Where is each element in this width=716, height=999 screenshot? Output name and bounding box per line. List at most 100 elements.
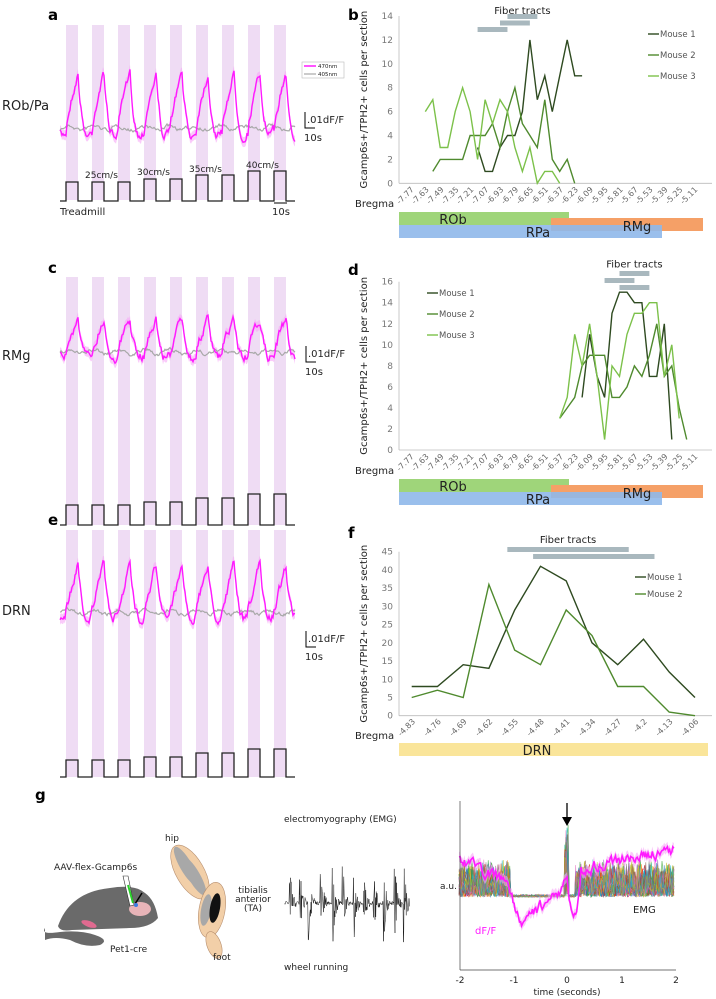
stimulus-shade-a bbox=[196, 25, 208, 200]
region-label-rpa: RPa bbox=[526, 493, 550, 508]
fiber-tract-bar bbox=[507, 547, 629, 552]
y-tick-label: 8 bbox=[387, 362, 393, 372]
trace-405nm-c bbox=[59, 346, 296, 357]
x-tick-label: -4.76 bbox=[422, 717, 443, 738]
eta-xtick: 1 bbox=[619, 976, 625, 986]
fiber-tract-bar bbox=[477, 27, 508, 32]
region-label-rmg: RMg bbox=[623, 487, 652, 502]
trace-405nm-a bbox=[59, 122, 296, 133]
x-tick-label: -4.41 bbox=[551, 717, 572, 738]
x-tick-label: -4.34 bbox=[576, 717, 597, 738]
stimulus-shade-c bbox=[274, 277, 286, 525]
scale-x-e: 10s bbox=[305, 652, 323, 663]
panel-label-g: g bbox=[35, 786, 46, 804]
stimulus-shade-c bbox=[66, 277, 78, 525]
eta-xtick: -2 bbox=[456, 976, 465, 986]
x-tick-label: -4.27 bbox=[602, 717, 623, 738]
stimulus-shade-e bbox=[118, 530, 130, 777]
fiber-tract-bar bbox=[507, 14, 538, 19]
stimulus-shade-a bbox=[92, 25, 104, 200]
stimulus-shade-a bbox=[170, 25, 182, 200]
legend-label-mouse-2: Mouse 2 bbox=[660, 51, 696, 61]
muscle-label-3: (TA) bbox=[244, 904, 262, 914]
fiber-tracts-label: Fiber tracts bbox=[606, 260, 662, 271]
trace-470nm-e bbox=[59, 558, 296, 626]
series-line-mouse-2 bbox=[432, 84, 576, 184]
series-line-mouse-1 bbox=[411, 565, 696, 698]
panel-label-e: e bbox=[48, 511, 58, 529]
mouse-line-label: Pet1-cre bbox=[110, 945, 148, 955]
stimulus-shade-e bbox=[144, 530, 156, 777]
legend-a: 470nm 405nm bbox=[301, 61, 345, 79]
stimulus-shade-c bbox=[222, 277, 234, 525]
stimulus-shade-e bbox=[170, 530, 182, 777]
legend-label-mouse-1: Mouse 1 bbox=[439, 289, 475, 299]
legend-405-label: 405nm bbox=[318, 72, 337, 78]
y-tick-label: 14 bbox=[382, 299, 394, 309]
stimulus-shade-e bbox=[274, 530, 286, 777]
stimulus-shade-c bbox=[118, 277, 130, 525]
x-tick-label: -4.2 bbox=[631, 717, 648, 734]
region-label-c: RMg bbox=[2, 349, 31, 364]
eta-yaxis-label: a.u. bbox=[440, 882, 457, 892]
mouse-illustration-icon bbox=[44, 875, 158, 946]
stimulus-shade-a bbox=[118, 25, 130, 200]
eta-xtick: 2 bbox=[673, 976, 679, 986]
series-line-mouse-2 bbox=[559, 323, 688, 440]
y-tick-label: 16 bbox=[382, 278, 394, 288]
region-bar-rob bbox=[399, 212, 569, 225]
stimulus-shade-c bbox=[248, 277, 260, 525]
fiber-tract-bar bbox=[533, 554, 655, 559]
scale-y-c: .01dF/F bbox=[308, 349, 345, 360]
scale-y-e: .01dF/F bbox=[308, 634, 345, 645]
legend-label-mouse-1: Mouse 1 bbox=[647, 573, 683, 583]
x-tick-label: -4.13 bbox=[654, 717, 675, 738]
y-tick-label: 40 bbox=[382, 566, 394, 576]
stimulus-shade-a bbox=[274, 25, 286, 200]
fiber-tract-bar bbox=[604, 278, 635, 283]
bregma-axis-label: Bregma bbox=[355, 466, 394, 477]
chart-d: d 0 2 4 6 8 10 12 14 16 Gcamp6s+/TPH2+ cells per s… bbox=[348, 260, 712, 508]
series-line-mouse-3 bbox=[559, 302, 680, 440]
y-tick-label: 35 bbox=[382, 584, 393, 594]
x-tick-label: -4.62 bbox=[473, 717, 494, 738]
legend-label-mouse-3: Mouse 3 bbox=[439, 331, 475, 341]
treadmill-label: Treadmill bbox=[59, 207, 105, 218]
scalebar-e: .01dF/F 10s bbox=[305, 631, 345, 663]
stimulus-shade-e bbox=[92, 530, 104, 777]
y-tick-label: 25 bbox=[382, 621, 393, 631]
y-tick-label: 4 bbox=[387, 404, 393, 414]
x-tick-label: -4.48 bbox=[525, 717, 546, 738]
speed-label-30: 30cm/s bbox=[137, 168, 170, 178]
scale-x-a: 10s bbox=[304, 133, 322, 144]
scale-x-c: 10s bbox=[305, 367, 323, 378]
y-tick-label: 10 bbox=[382, 60, 394, 70]
legend-label-mouse-3: Mouse 3 bbox=[660, 72, 696, 82]
stimulus-shade-c bbox=[144, 277, 156, 525]
emg-title: electromyography (EMG) bbox=[284, 815, 397, 825]
bregma-axis-label: Bregma bbox=[355, 199, 394, 210]
trace-470nm-c bbox=[59, 314, 296, 365]
x-tick-label: -4.83 bbox=[396, 717, 417, 738]
x-tick-label: -4.69 bbox=[448, 717, 469, 738]
y-tick-label: 20 bbox=[382, 639, 394, 649]
y-tick-label: 10 bbox=[382, 341, 394, 351]
eta-dff-label: dF/F bbox=[475, 926, 496, 937]
y-tick-label: 45 bbox=[382, 548, 393, 558]
stimulus-shade-c bbox=[92, 277, 104, 525]
y-tick-label: 6 bbox=[387, 108, 393, 118]
arrow-down-icon bbox=[562, 803, 572, 826]
y-tick-label: 0 bbox=[387, 179, 393, 189]
region-bar-rob bbox=[399, 479, 569, 492]
foot-label: foot bbox=[213, 953, 231, 963]
panel-label-f: f bbox=[348, 524, 355, 542]
legend-label-mouse-2: Mouse 2 bbox=[439, 310, 475, 320]
region-label-rob: ROb bbox=[439, 480, 467, 495]
fiber-tract-bar bbox=[619, 271, 650, 276]
y-tick-label: 0 bbox=[387, 712, 393, 722]
emg-signal bbox=[284, 866, 411, 943]
y-axis-title: Gcamp6s+/TPH2+ cells per section bbox=[359, 545, 370, 723]
stimulus-shade-a bbox=[248, 25, 260, 200]
treadmill-trace-c bbox=[60, 493, 295, 526]
fiber-tracts-label: Fiber tracts bbox=[540, 535, 596, 546]
